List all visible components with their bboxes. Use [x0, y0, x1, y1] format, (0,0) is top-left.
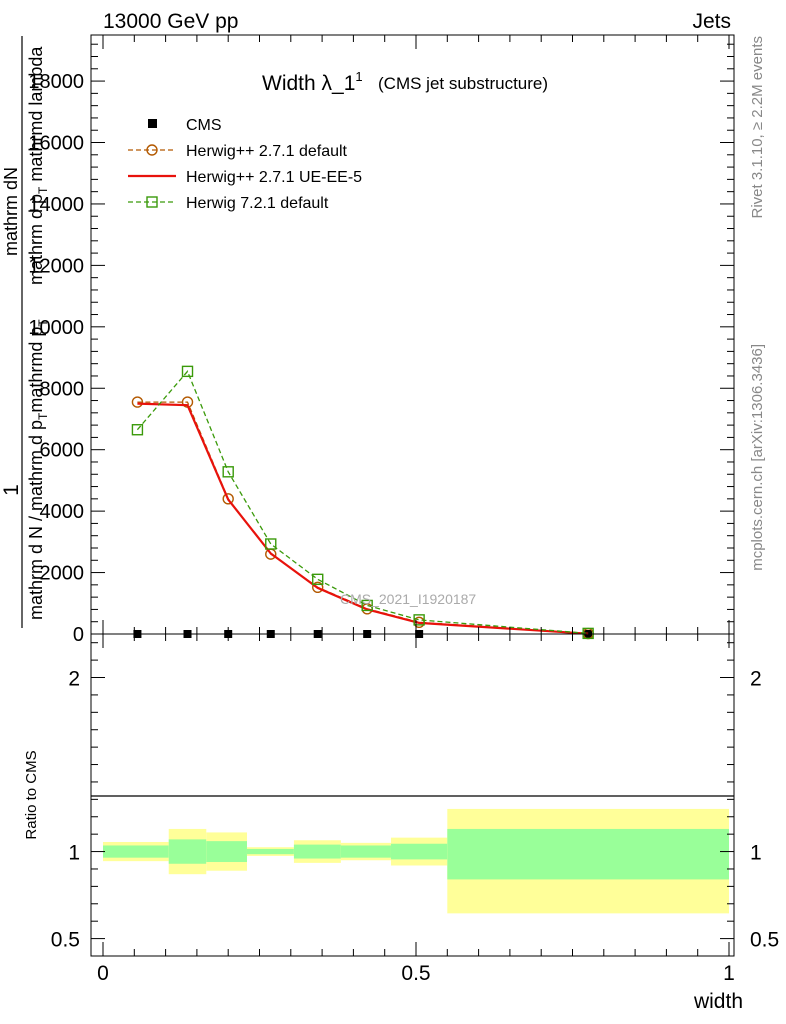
main-ylabel: 1 mathrm d N / mathrm d pTmathrmd pT mat…	[0, 36, 50, 628]
ratio-ytick-label-right: 1	[750, 842, 762, 865]
ratio-band-stat	[103, 845, 169, 858]
ratio-xtick-label: 1	[723, 962, 735, 985]
plot-title-main: Width λ_1	[262, 72, 355, 95]
ratio-band-stat	[168, 839, 207, 864]
series-marker-square	[222, 466, 234, 478]
plot-title-paren: (CMS jet substructure)	[378, 74, 548, 93]
ratio-plot-frame	[90, 633, 735, 957]
header-right: Jets	[692, 10, 731, 33]
series-marker-square	[181, 365, 194, 378]
ratio-ytick-label-right: 0.5	[750, 929, 779, 952]
ratio-ytick-label: 1	[68, 842, 80, 865]
main-axes-group: 0 2000 4000 6000 8000 10000 12000 14000 16000 180…	[28, 35, 734, 646]
plot-title-sup: 1	[355, 69, 362, 84]
ratio-ytick-label: 2	[68, 668, 80, 691]
series-marker-square	[413, 614, 425, 626]
header-left: 13000 GeV pp	[103, 10, 238, 33]
ratio-band-stat	[390, 843, 448, 860]
ratio-band-stat	[293, 844, 341, 859]
legend-label-cms: CMS	[186, 117, 222, 134]
main-ytick-label: 2000	[40, 563, 85, 585]
ylabel-num: mathrm dN	[1, 167, 21, 256]
ratio-bands-group	[103, 808, 729, 914]
series-marker-circle	[131, 396, 144, 408]
ratio-ytick-label: 0.5	[51, 929, 80, 952]
ylabel-den-sub2: T	[36, 319, 50, 327]
ylabel-den-sub: T	[36, 412, 50, 420]
ratio-band-stat	[246, 848, 294, 855]
plot-title: Width λ_11	[262, 69, 363, 95]
main-ytick-label: 12000	[28, 255, 84, 277]
ylabel-den2-b: mathrmd lambda	[26, 46, 46, 187]
ylabel-num-a: mathrm dN	[1, 167, 21, 256]
ylabel-den2-a: mathrm d p	[26, 194, 46, 285]
rivet-label: Rivet 3.1.10, ≥ 2.2M events	[749, 36, 766, 219]
ylabel-den2-sub: T	[36, 186, 50, 194]
legend-marker-herwig7	[146, 196, 158, 208]
main-series-group	[131, 365, 594, 640]
ylabel-den: mathrm d N / mathrm d pTmathrmd pT	[26, 319, 50, 620]
main-ytick-label: 6000	[40, 440, 85, 462]
series-marker-square	[361, 599, 373, 612]
main-ytick-label: 8000	[40, 378, 85, 400]
main-ytick-label: 16000	[28, 133, 84, 155]
series-marker-square	[312, 573, 324, 586]
main-plot-panel: 0 2000 4000 6000 8000 10000 12000 14000 16000 180…	[0, 34, 735, 646]
main-ytick-label: 18000	[28, 71, 84, 93]
ylabel-den2: mathrm d pT mathrmd lambda	[26, 46, 50, 285]
ratio-axes-group: 0.5 0.5 1 1 2 2 0 0.5 1	[51, 634, 779, 985]
legend: CMS Herwig++ 2.7.1 default Herwig++ 2.7.…	[128, 117, 362, 212]
ratio-plot-panel: 0.5 0.5 1 1 2 2 0 0.5 1 Ratio to CMS width	[23, 633, 779, 1013]
ylabel-den-b: mathrmd p	[26, 327, 46, 413]
ratio-xtick-label: 0	[97, 962, 109, 985]
legend-label-herwigpp-default: Herwig++ 2.7.1 default	[186, 143, 348, 160]
ratio-ylabel: Ratio to CMS	[23, 750, 40, 839]
legend-marker-herwigpp-default	[146, 144, 158, 156]
main-ytick-label: 10000	[28, 317, 84, 339]
mcplots-label: mcplots.cern.ch [arXiv:1306.3436]	[749, 344, 766, 571]
main-ytick-label: 14000	[28, 194, 84, 216]
series-marker-square	[582, 627, 594, 640]
ratio-band-stat	[447, 828, 729, 880]
series-line	[136, 370, 589, 635]
series-marker-circle	[222, 493, 234, 505]
ratio-band-stat	[340, 845, 391, 858]
ylabel-den-a: mathrm d N / mathrm d p	[26, 420, 46, 620]
legend-marker-cms	[148, 119, 157, 128]
ratio-xtick-label: 0.5	[401, 962, 430, 985]
ylabel-one: 1	[0, 484, 23, 496]
series-marker-square	[131, 424, 144, 436]
series-line	[137, 402, 589, 635]
series-marker-square	[265, 538, 277, 550]
main-ytick-label: 0	[73, 624, 84, 646]
series-marker-circle	[312, 581, 324, 594]
ratio-band-stat	[206, 841, 247, 863]
main-ytick-label: 4000	[40, 501, 85, 523]
analysis-watermark: CMS_2021_I1920187	[340, 591, 476, 607]
legend-label-herwig7: Herwig 7.2.1 default	[186, 195, 329, 212]
ratio-xlabel: width	[693, 990, 743, 1013]
ratio-ytick-label-right: 2	[750, 668, 762, 691]
legend-label-herwigpp-ueee5: Herwig++ 2.7.1 UE-EE-5	[186, 169, 362, 186]
